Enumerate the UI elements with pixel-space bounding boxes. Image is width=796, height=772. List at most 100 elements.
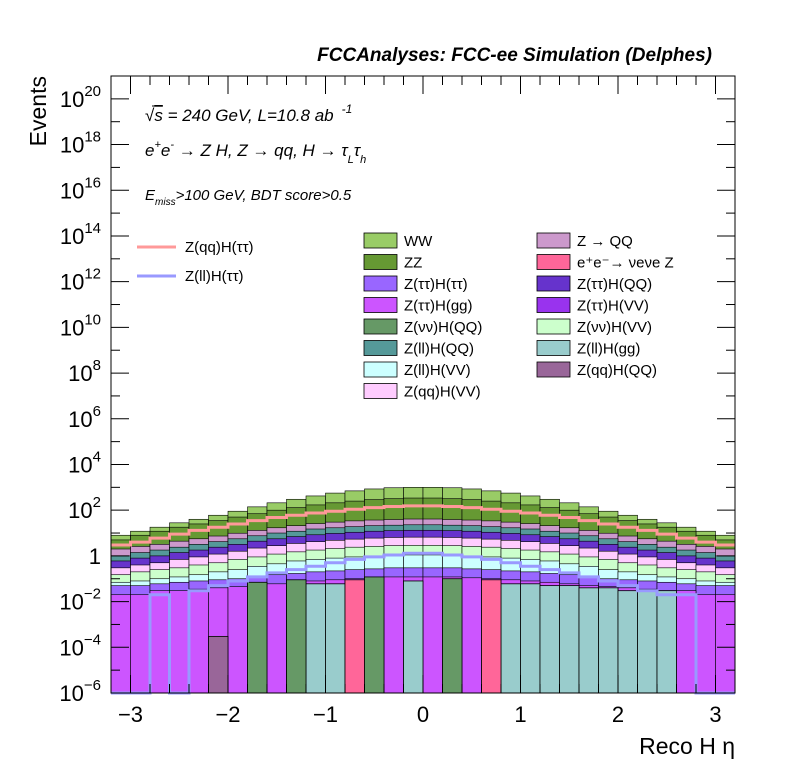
standalone-bar	[364, 576, 385, 694]
lumi-exponent: -1	[342, 102, 353, 116]
x-tick-label: 2	[612, 702, 624, 727]
standalone-bar	[520, 583, 541, 694]
x-tick-label: 1	[514, 702, 526, 727]
x-tick-label: −2	[215, 702, 240, 727]
standalone-bar	[286, 579, 307, 694]
legend-line-label: Z(ll)H(ττ)	[185, 268, 244, 285]
chart-title: FCCAnalyses: FCC-ee Simulation (Delphes)	[317, 45, 712, 66]
legend-label: Z(ττ)H(ττ)	[404, 276, 468, 293]
annotation-cuts: Emiss>100 GeV, BDT score>0.5	[145, 187, 352, 208]
stack-bar	[461, 577, 482, 694]
y-tick-label: 102	[68, 494, 101, 523]
standalone-bar	[481, 579, 502, 694]
legend-label: Z(ll)H(QQ)	[404, 341, 474, 358]
stack-bar	[188, 588, 209, 694]
signal-lines	[111, 504, 735, 695]
standalone-bar	[559, 585, 580, 694]
legend-swatch	[363, 340, 398, 356]
y-tick-label: 1016	[60, 174, 101, 203]
legend-label: Z(νν)H(VV)	[577, 319, 652, 336]
legend-swatch	[536, 297, 571, 313]
y-tick-label: 1012	[60, 266, 101, 295]
annotation-process: e+e- → Z H, Z → qq, H → τLτh	[145, 139, 366, 166]
standalone-bar	[403, 580, 424, 694]
y-tick-label: 10−4	[59, 631, 101, 660]
legend-swatch	[363, 297, 398, 313]
sqrt-symbol: √	[145, 106, 155, 125]
legend-label: Z(qq)H(QQ)	[577, 362, 657, 379]
standalone-bars	[208, 576, 677, 694]
stack-bar	[130, 594, 151, 694]
legend-label: Z(ll)H(VV)	[404, 362, 471, 379]
y-axis-label: Events	[25, 76, 51, 146]
y-tick-label: 1	[89, 544, 101, 569]
legend-line-label: Z(qq)H(ττ)	[185, 239, 254, 256]
x-tick-label: −3	[118, 702, 143, 727]
standalone-bar	[325, 583, 346, 694]
legend-swatch	[363, 361, 398, 378]
stack-bar	[227, 586, 248, 694]
standalone-bar	[500, 583, 521, 694]
standalone-bar	[617, 590, 638, 694]
sqrt-s: s	[154, 106, 163, 125]
legend-swatch	[363, 232, 398, 249]
legend-label: Z → QQ	[577, 233, 633, 250]
signal-step-line	[111, 551, 735, 695]
x-tick-label: 3	[709, 702, 721, 727]
legend-swatch	[536, 232, 571, 249]
legend-label: WW	[404, 233, 433, 250]
y-tick-label: 10−2	[59, 586, 101, 615]
y-tick-label: 10−6	[59, 677, 101, 706]
legend-swatch	[536, 340, 571, 356]
x-tick-label: 0	[417, 702, 429, 727]
legend-right-column: Z → QQ e⁺e⁻→ νeνe Z Z(ττ)H(QQ) Z(ττ)H(VV) Z(…	[536, 232, 674, 379]
standalone-bar	[247, 581, 268, 694]
standalone-bar	[637, 590, 658, 694]
y-tick-label: 108	[68, 357, 101, 386]
x-tick-labels: −3 −2 −1 0 1 2 3	[118, 702, 722, 727]
legend-label: Z(ττ)H(gg)	[404, 298, 473, 315]
stack-bar	[383, 576, 404, 694]
legend-swatch	[363, 383, 398, 399]
standalone-bar	[344, 579, 365, 694]
legend-swatch	[363, 254, 398, 270]
standalone-bar	[442, 578, 463, 694]
y-tick-label: 1010	[60, 311, 101, 340]
legend-swatch	[536, 254, 571, 270]
signal-step-line	[111, 504, 735, 547]
legend-label: Z(νν)H(QQ)	[404, 319, 482, 336]
legend-label: Z(ττ)H(VV)	[577, 298, 649, 315]
stack-bar	[110, 594, 131, 694]
legend-label: e⁺e⁻→ νeνe Z	[577, 255, 674, 272]
legend-label: Z(ll)H(gg)	[577, 341, 640, 358]
stack-bar	[676, 590, 697, 694]
legend-swatch	[536, 275, 571, 292]
y-tick-labels: 10−6 10−4 10−2 1 102 104 106 108 1010 1012 1014 101…	[59, 83, 101, 706]
y-tick-label: 1018	[60, 129, 101, 158]
energy-lumi: = 240 GeV, L=10.8 ab	[163, 106, 334, 125]
legend-left-column: WW ZZ Z(ττ)H(ττ) Z(ττ)H(gg) Z(νν)H(QQ) Z(ll)H…	[363, 232, 482, 401]
legend-swatch	[536, 318, 571, 335]
stack-bar	[266, 583, 287, 694]
standalone-bar	[578, 587, 599, 694]
standalone-bar	[208, 635, 229, 694]
legend-swatch	[363, 275, 398, 292]
y-tick-label: 1014	[60, 220, 101, 249]
stack-bar	[715, 594, 736, 694]
x-tick-label: −1	[313, 702, 338, 727]
stack-bar	[695, 594, 716, 694]
standalone-bar	[539, 585, 560, 694]
y-tick-label: 106	[68, 403, 101, 432]
legend-swatch	[363, 318, 398, 335]
stack-bar	[169, 590, 190, 694]
legend-label: ZZ	[404, 255, 422, 272]
legend-lines: Z(qq)H(ττ) Z(ll)H(ττ)	[137, 239, 254, 285]
y-tick-label: 104	[68, 448, 101, 477]
standalone-bar	[598, 587, 619, 694]
axis-ticks	[110, 75, 736, 694]
legend-label: Z(qq)H(VV)	[404, 384, 481, 401]
standalone-bar	[305, 583, 326, 694]
standalone-bar	[656, 590, 677, 694]
stack-bar	[149, 590, 170, 694]
